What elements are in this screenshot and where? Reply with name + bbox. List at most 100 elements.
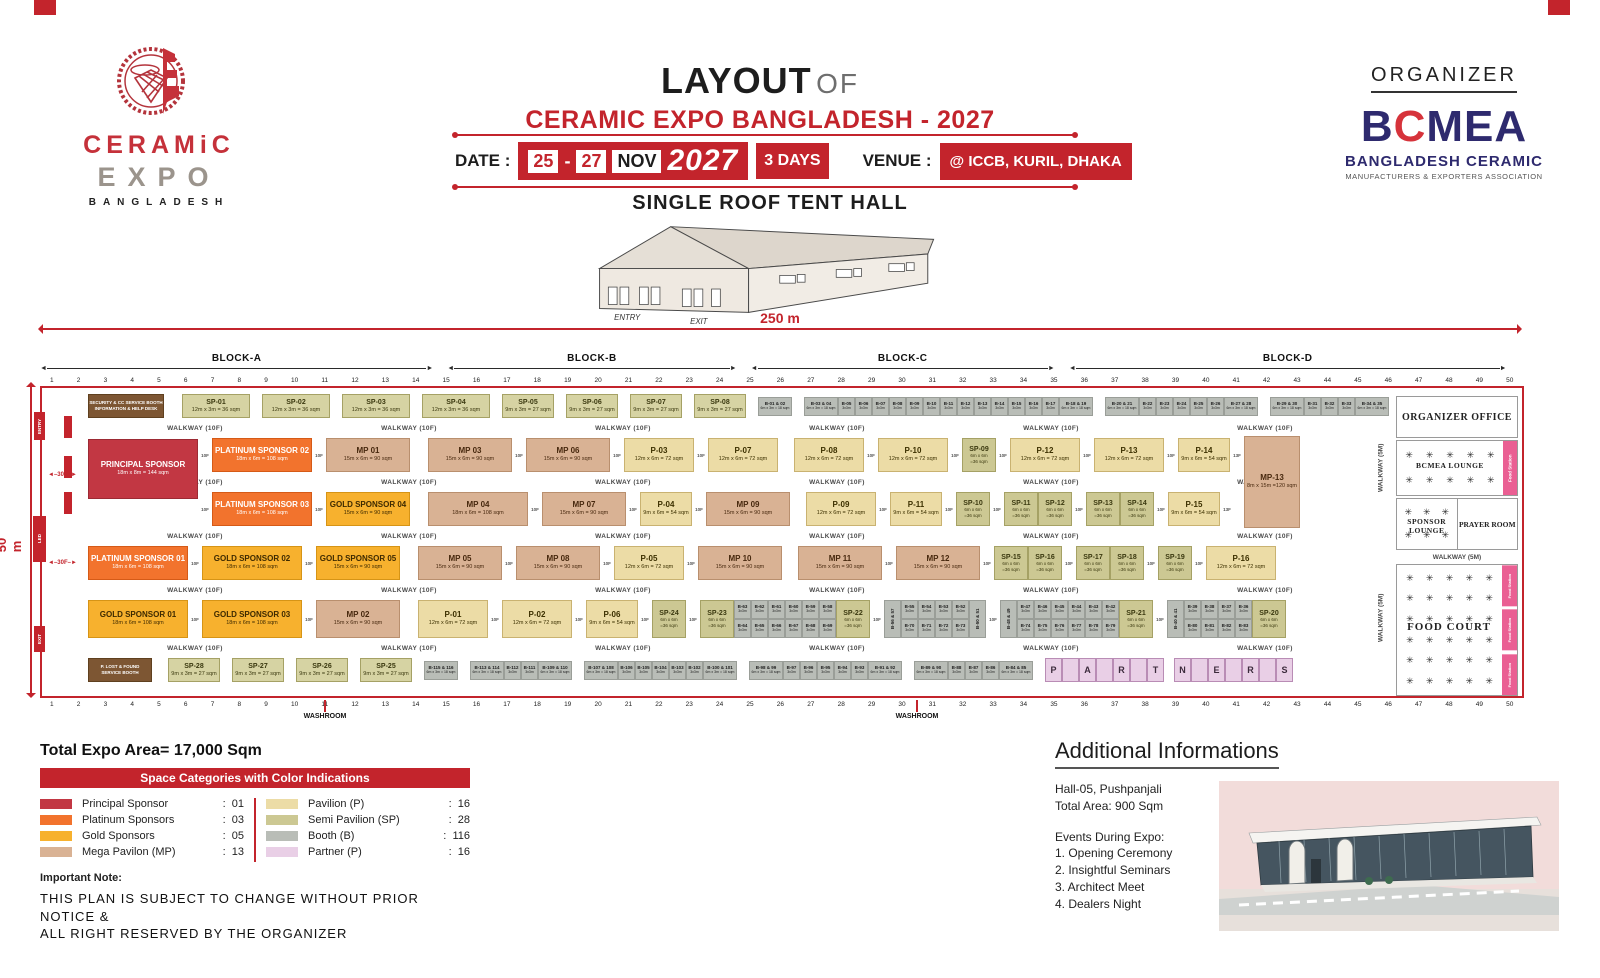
grid-number: 22 bbox=[655, 700, 663, 708]
booth-id: P-07 bbox=[734, 446, 752, 456]
grid-number: 13 bbox=[381, 700, 389, 708]
legend-item: Partner (P): 16 bbox=[266, 846, 470, 858]
round-table-icon: ✳ bbox=[1465, 676, 1474, 687]
booth-id: B-14 bbox=[994, 400, 1005, 406]
booth-B-48 & 49: B-48 & 49 bbox=[1000, 600, 1017, 638]
booth-id: MP 04 bbox=[466, 500, 490, 510]
corner-mark-right bbox=[1548, 0, 1570, 15]
booth-B-64: B-64 3x3m bbox=[734, 619, 751, 638]
booth-size: 3x3m bbox=[1342, 405, 1351, 410]
block-arrow: ◄ ► bbox=[1069, 365, 1507, 372]
booth-id: SP-28 bbox=[184, 662, 204, 670]
booth-size: 3x3m bbox=[1021, 609, 1030, 614]
round-table-icon: ✳ bbox=[1425, 676, 1434, 687]
walkway-label: WALKWAY (10F) bbox=[595, 478, 651, 486]
booth-MP 07: MP 07 15m x 6m = 90 sqm bbox=[542, 492, 626, 526]
legend-label: Principal Sponsor bbox=[82, 798, 169, 810]
round-table-icon: ✳ bbox=[1422, 530, 1431, 540]
booth-MP 05: MP 05 15m x 6m = 90 sqm bbox=[418, 546, 502, 580]
round-table-icon: ✳ bbox=[1445, 676, 1454, 687]
round-table-icon: ✳ bbox=[1445, 634, 1454, 645]
important-note-line1: THIS PLAN IS SUBJECT TO CHANGE WITHOUT P… bbox=[40, 891, 419, 924]
booth-GOLD SPONSOR 01: GOLD SPONSOR 01 18m x 6m = 108 sqm bbox=[88, 600, 188, 638]
booth-stack-row: B-70 3x3m B-71 3x3m B-72 3x3m B-73 3x3m bbox=[901, 619, 969, 638]
grid-number: 6 bbox=[183, 700, 188, 708]
partner-cell: R bbox=[1242, 658, 1259, 682]
booth-id: MP 12 bbox=[926, 554, 950, 564]
booth-SP-06: SP-06 9m x 3m = 27 sqm bbox=[566, 394, 618, 418]
grid-number: 4 bbox=[130, 700, 134, 708]
grid-number: 28 bbox=[837, 700, 845, 708]
booth-PLATINUM SPONSOR 03: PLATINUM SPONSOR 03 18m x 6m = 108 sqm bbox=[212, 492, 312, 526]
booth-size: 3x3m bbox=[772, 609, 781, 614]
booth-B-55: B-55 3x3m bbox=[901, 600, 918, 619]
booth-B-32: B-32 3x3m bbox=[1321, 396, 1338, 416]
booth-size: 3x3m bbox=[922, 609, 931, 614]
booth-SP-22: SP-22 6m x 6m =36 sqm bbox=[836, 600, 870, 638]
booth-B-46: B-46 3x3m bbox=[1034, 600, 1051, 619]
height-dimension-label: 50 m bbox=[0, 537, 25, 553]
booth-row-bottom: P. LOST & FOUND SERVICE BOOTH SP-28 9m x 3m… bbox=[88, 656, 1372, 684]
walkway-gap: 10F bbox=[999, 452, 1007, 458]
booth-id: P-12 bbox=[1036, 446, 1054, 456]
booth-size: 6m x 3m = 18 sqm bbox=[586, 669, 616, 674]
booth-size: 15m x 6m = 90 sqm bbox=[445, 456, 495, 463]
booth-B-72: B-72 3x3m bbox=[935, 619, 952, 638]
arrow-line bbox=[1075, 367, 1500, 370]
booth-id: B-22 bbox=[1142, 400, 1153, 406]
booth-id: SP-26 bbox=[312, 662, 332, 670]
arrow-line bbox=[454, 367, 730, 370]
booth-size: 3x3m bbox=[508, 669, 517, 674]
round-table-icon: ✳ bbox=[1441, 530, 1450, 540]
grid-number: 38 bbox=[1141, 376, 1149, 384]
grid-number: 14 bbox=[412, 700, 420, 708]
legend-item: Principal Sponsor: 01 bbox=[40, 798, 244, 810]
walkway-label: WALKWAY (10F) bbox=[1237, 586, 1293, 594]
booth-id: B-76 bbox=[1054, 623, 1065, 629]
booth-B-38: B-38 3x3m bbox=[1201, 600, 1218, 619]
booth-size: 18m x 6m = 108 sqm bbox=[112, 564, 164, 571]
table-row: ✳ ✳ ✳ ✳ ✳ bbox=[1400, 634, 1499, 645]
booth-size: 9m x 6m = 54 sqm bbox=[1171, 510, 1217, 517]
grid-number: 31 bbox=[928, 376, 936, 384]
booth-id: B-59 bbox=[805, 604, 816, 610]
booth-size: 6m x 3m = 18 sqm bbox=[705, 669, 735, 674]
grid-number: 36 bbox=[1080, 376, 1088, 384]
grid-number: 41 bbox=[1232, 700, 1240, 708]
booth-B-45: B-45 3x3m bbox=[1051, 600, 1068, 619]
booth-P-04: P-04 9m x 6m = 54 sqm bbox=[640, 492, 692, 526]
grid-number: 24 bbox=[716, 376, 724, 384]
booth-size: 3x3m bbox=[738, 609, 747, 614]
block-label: BLOCK-C bbox=[877, 353, 928, 364]
event-item: 2. Insightful Seminars bbox=[1055, 863, 1171, 878]
block-header-block-d: BLOCK-D ◄ ► bbox=[1069, 348, 1507, 372]
partner-cell bbox=[1225, 658, 1242, 682]
grid-number: 5 bbox=[157, 376, 161, 384]
grid-number: 20 bbox=[594, 376, 602, 384]
booth-id: B-07 bbox=[875, 400, 886, 406]
booth-B-67: B-67 3x3m bbox=[785, 619, 802, 638]
booth-id: SP-14 bbox=[1127, 499, 1147, 507]
legend-count: : 16 bbox=[448, 846, 470, 858]
food-station: Food Station bbox=[1502, 653, 1517, 695]
washroom-tick bbox=[916, 700, 918, 712]
legend-count: : 03 bbox=[222, 814, 244, 826]
grid-number: 34 bbox=[1019, 700, 1028, 708]
booth-size: 6m x 6m bbox=[1002, 561, 1020, 567]
booth-B-88: B-88 3x3m bbox=[948, 660, 965, 680]
booth-id: P-04 bbox=[657, 500, 675, 510]
booth-id: B-60 bbox=[788, 604, 799, 610]
grid-number: 23 bbox=[685, 376, 693, 384]
booth-id: B-111 bbox=[523, 664, 536, 670]
booth-id: P-10 bbox=[904, 446, 922, 456]
total-area-label: Total Expo Area= 17,000 Sqm bbox=[40, 742, 262, 759]
bcmea-b: B bbox=[1360, 102, 1394, 151]
legend-item: Booth (B): 116 bbox=[266, 830, 470, 842]
booth-B-68: B-68 3x3m bbox=[802, 619, 819, 638]
booth-P-14: P-14 9m x 6m = 54 sqm bbox=[1178, 438, 1230, 472]
booth-id: B-31 bbox=[1307, 400, 1318, 406]
walkway-label: WALKWAY (10F) bbox=[1237, 644, 1293, 652]
organizer-subtitle: MANUFACTURERS & EXPORTERS ASSOCIATION bbox=[1345, 172, 1543, 181]
booth-size: 9m x 3m = 27 sqm bbox=[363, 670, 409, 677]
legend-color-chip bbox=[266, 847, 298, 857]
